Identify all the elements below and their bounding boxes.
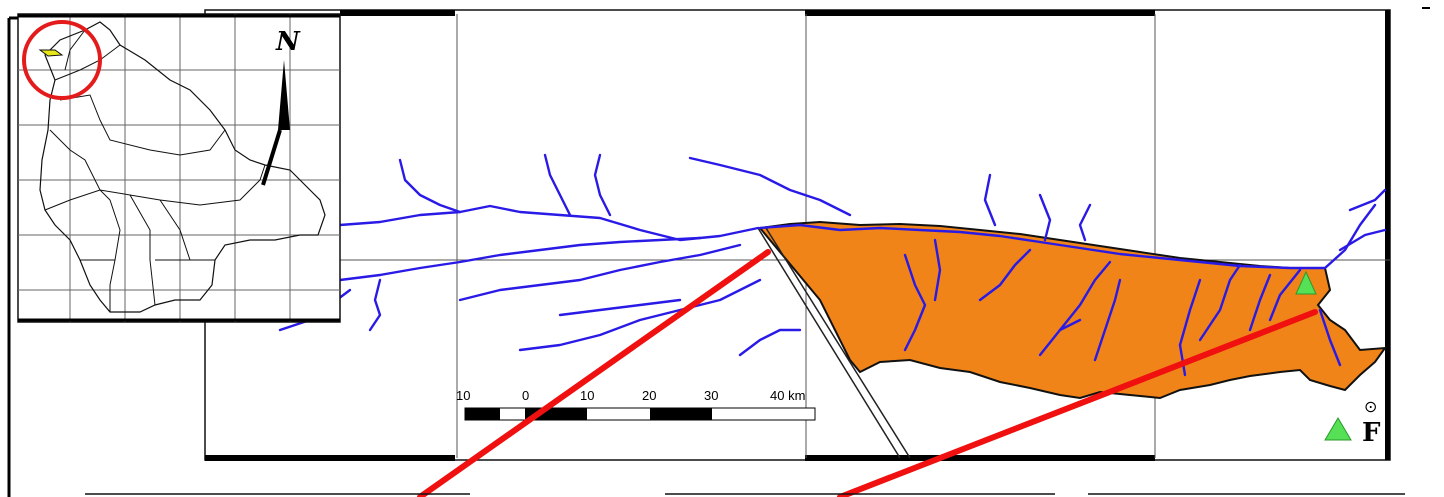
country-outline: [39, 21, 326, 313]
frame-tick-bar: [340, 10, 455, 16]
legend-symbol-icon: ⊙: [1364, 399, 1377, 416]
callout-lines: [417, 249, 1318, 497]
scale-label: 10: [456, 388, 470, 403]
frame-tick-bar: [805, 455, 1155, 461]
frame-tick-bar: [205, 455, 455, 461]
scale-label: 10: [580, 388, 594, 403]
scale-label: 0: [522, 388, 529, 403]
scale-label: 30: [704, 388, 718, 403]
legend-station-triangle-icon: [1324, 417, 1352, 441]
frame-tick-bar: [805, 10, 1155, 16]
scale-bar: 10 0 10 20 30 40 km: [456, 388, 816, 421]
legend-station-label: F: [1362, 418, 1381, 448]
scale-label: 40 km: [770, 388, 805, 403]
north-arrow-label: N: [275, 27, 301, 57]
river-network: [278, 153, 1387, 377]
study-area-highlight: [38, 49, 64, 57]
main-map: 10 0 10 20 30 40 km ⊙ F: [204, 9, 1391, 461]
scale-label: 20: [642, 388, 656, 403]
station-triangle-icon: [1295, 270, 1317, 295]
inset-graticule: [18, 14, 340, 322]
north-arrow-icon: N: [261, 27, 301, 186]
legend: ⊙ F: [1324, 399, 1381, 448]
boundary-line: [757, 227, 911, 459]
study-area-circle: [22, 20, 102, 100]
frame-side-bar: [1385, 10, 1390, 460]
inset-map-frame: [17, 13, 341, 323]
inset-map: N: [17, 13, 341, 323]
department-boundaries: [44, 29, 266, 312]
